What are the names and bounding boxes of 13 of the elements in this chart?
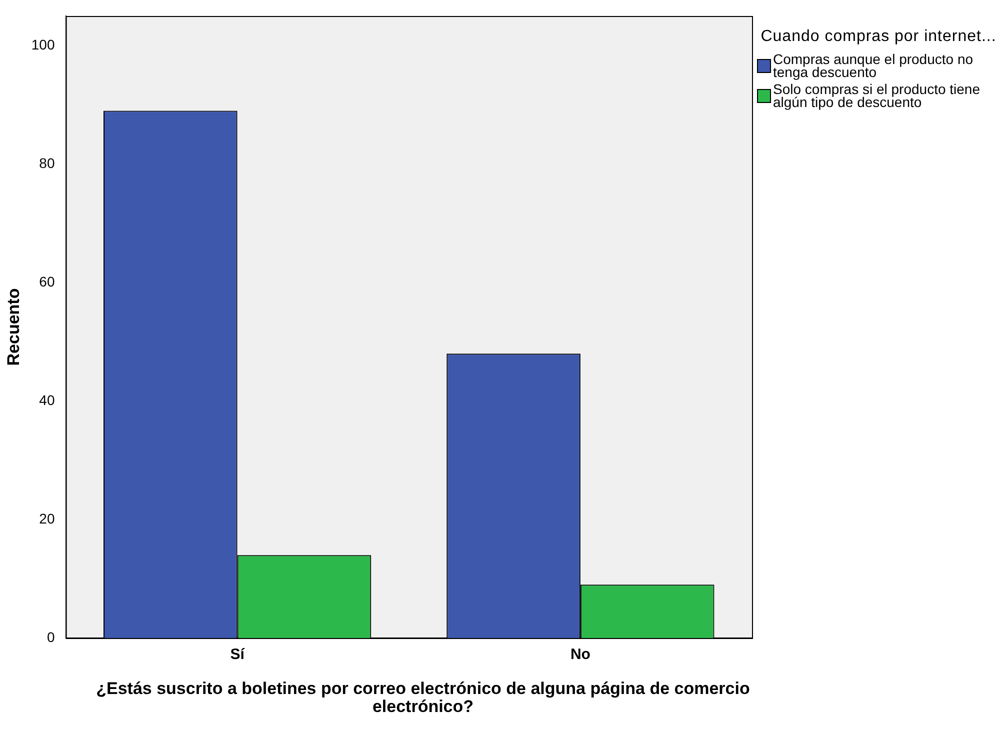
y-tick-label: 0: [46, 628, 55, 645]
legend-label: Compras aunque el producto no tenga descuento: [773, 51, 974, 80]
x-axis-title: ¿Estás suscrito a boletines por correo electrónico de alguna página de comercio electrónico?: [95, 679, 751, 716]
x-tick-label: Sí: [230, 646, 246, 664]
legend-label: Solo compras si el producto tiene algún tipo de descuento: [773, 81, 981, 110]
legend-title: Cuando compras por internet...: [760, 28, 998, 45]
y-tick-label: 100: [31, 36, 55, 52]
x-tick-label: No: [570, 646, 590, 664]
y-tick-label: 20: [39, 510, 55, 526]
y-axis-title: Recuento: [4, 288, 23, 366]
y-tick-label: 40: [39, 392, 55, 408]
y-tick-label: 60: [39, 273, 55, 290]
y-tick-label: 80: [39, 154, 55, 171]
